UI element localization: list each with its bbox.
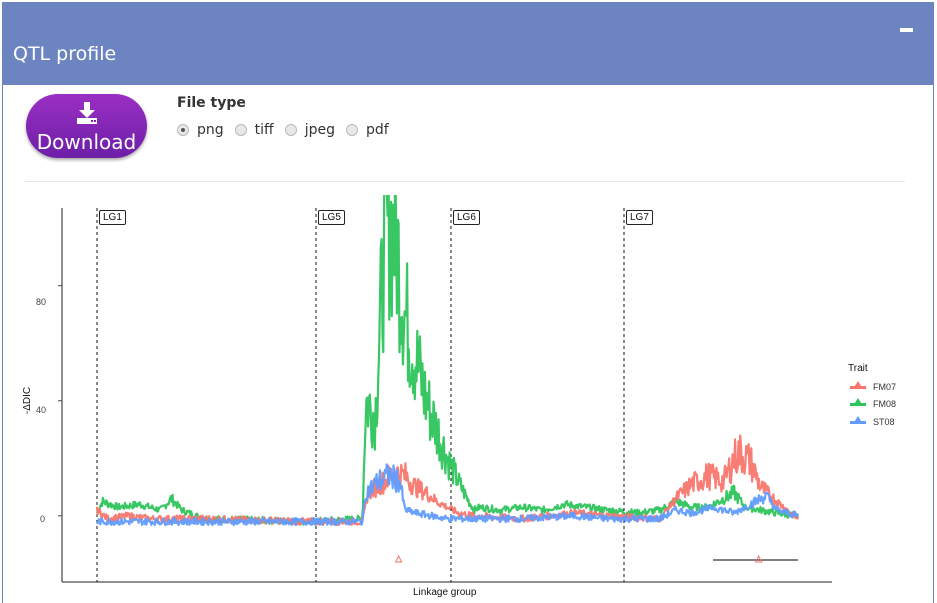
radio-option-jpeg[interactable]: jpeg <box>284 122 335 138</box>
legend-item-st08: ST08 <box>848 416 895 428</box>
radio-option-tiff[interactable]: tiff <box>234 122 274 138</box>
legend-key-fm07 <box>848 381 868 393</box>
radio-button-pdf[interactable] <box>345 124 358 136</box>
legend-label-fm08: FM08 <box>873 399 897 409</box>
lg-label-2: LG5 <box>318 210 345 225</box>
legend-label-st08: ST08 <box>873 417 895 427</box>
series-line-st08 <box>96 463 800 527</box>
series-line-fm08 <box>95 195 800 526</box>
panel-title: QTL profile <box>13 43 117 65</box>
legend-key-st08 <box>848 416 868 428</box>
legend-label-fm07: FM07 <box>873 382 897 392</box>
y-tick-label-80: 80 <box>36 297 47 307</box>
y-axis-title: -ΔDIC <box>22 386 34 415</box>
y-tick-label-0: 0 <box>40 514 46 524</box>
legend-item-fm07: FM07 <box>848 381 896 393</box>
x-axis-title: Linkage group <box>413 587 477 598</box>
legend-title: Trait <box>848 363 868 374</box>
radio-label-jpeg: jpeg <box>304 122 335 138</box>
file-type-radio-group: png tiff jpeg pdf <box>177 120 400 140</box>
panel-header: QTL profile <box>3 3 933 85</box>
lg-label-1: LG1 <box>99 210 126 225</box>
collapse-button[interactable] <box>900 28 913 32</box>
radio-button-png[interactable] <box>177 124 189 136</box>
divider <box>25 181 905 182</box>
radio-button-tiff[interactable] <box>234 124 247 136</box>
legend-item-fm08: FM08 <box>848 398 896 410</box>
legend-key-fm08 <box>848 398 868 410</box>
chart-canvas <box>58 195 832 583</box>
file-type-label: File type <box>177 95 246 111</box>
download-icon <box>77 102 97 124</box>
y-tick-label-40: 40 <box>36 405 47 415</box>
download-label: Download <box>36 130 137 154</box>
radio-button-jpeg[interactable] <box>284 124 297 136</box>
qtl-marker-1 <box>394 554 403 563</box>
series-line-fm07 <box>95 434 800 527</box>
lg-label-4: LG7 <box>626 210 653 225</box>
radio-label-pdf: pdf <box>365 122 389 138</box>
radio-option-pdf[interactable]: pdf <box>345 122 389 138</box>
download-button[interactable]: Download <box>26 94 147 158</box>
qtl-marker-2 <box>754 554 763 563</box>
radio-label-png: png <box>197 122 224 138</box>
qtl-profile-chart: LG1 LG5 LG6 LG7 80 40 0 -ΔDIC Linkage gr… <box>0 195 937 603</box>
radio-label-tiff: tiff <box>254 122 274 138</box>
lg-label-3: LG6 <box>453 210 480 225</box>
radio-option-png[interactable]: png <box>177 122 224 138</box>
